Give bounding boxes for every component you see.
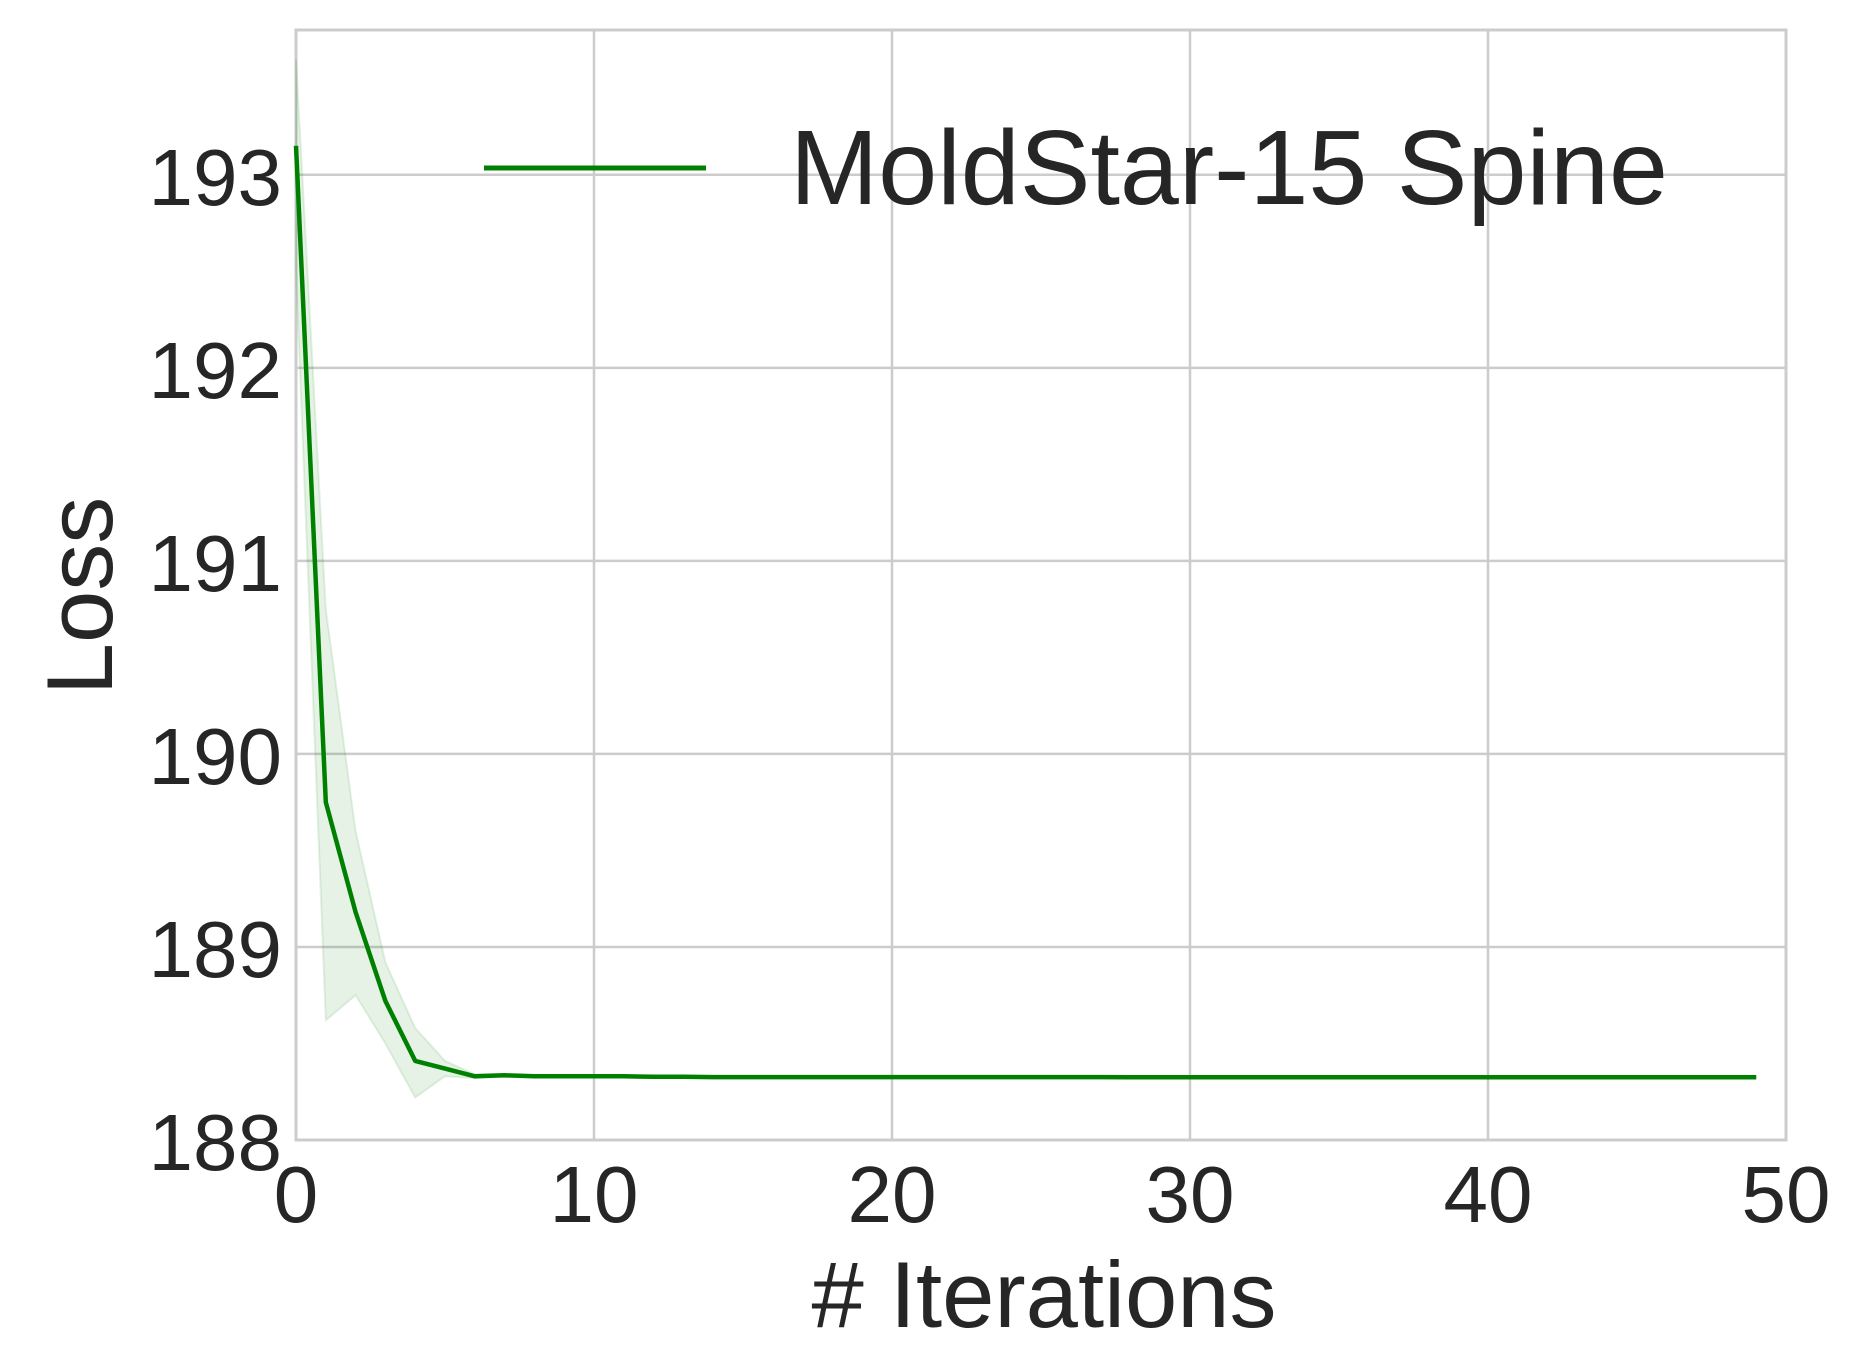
- x-tick-label: 50: [1742, 1150, 1831, 1239]
- grid-lines: [294, 30, 1788, 1142]
- y-tick-label: 192: [149, 326, 282, 415]
- x-tick-label: 40: [1444, 1150, 1533, 1239]
- y-tick-labels: 188 189 190 191 192 193: [149, 133, 282, 1187]
- x-tick-label: 20: [848, 1150, 937, 1239]
- y-tick-label: 193: [149, 133, 282, 222]
- y-axis-label: Loss: [27, 497, 132, 696]
- x-axis-label: # Iterations: [811, 1242, 1276, 1347]
- x-tick-label: 10: [550, 1150, 639, 1239]
- x-tick-labels: 0 10 20 30 40 50: [274, 1150, 1831, 1239]
- y-tick-label: 191: [149, 519, 282, 608]
- series-lines: [293, 145, 1757, 1080]
- x-tick-label: 30: [1146, 1150, 1235, 1239]
- y-tick-label: 189: [149, 905, 282, 994]
- x-tick-label: 0: [274, 1150, 319, 1239]
- plot-frame: [294, 28, 1788, 1142]
- y-tick-label: 188: [149, 1098, 282, 1187]
- series-line: [293, 145, 1757, 1080]
- legend: MoldStar-15 Spine: [484, 109, 1668, 227]
- legend-label: MoldStar-15 Spine: [790, 109, 1668, 227]
- y-tick-label: 190: [149, 712, 282, 801]
